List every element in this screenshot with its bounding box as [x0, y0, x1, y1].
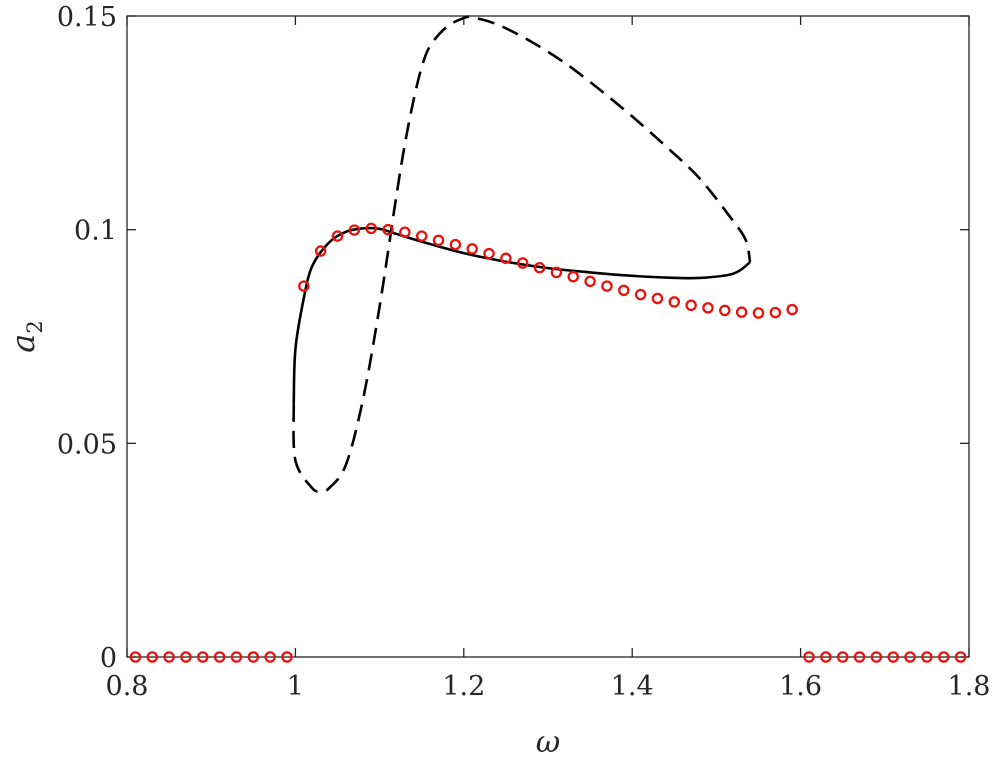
- x-tick-label: 1.6: [779, 671, 822, 702]
- data-point-marker: [954, 651, 967, 663]
- x-tick-label: 1: [287, 671, 304, 702]
- data-point-marker: [466, 243, 478, 255]
- y-tick-label: 0.1: [74, 216, 117, 247]
- data-point-marker: [348, 224, 361, 236]
- data-point-marker: [937, 651, 950, 663]
- data-point-marker: [399, 226, 411, 238]
- data-point-marker: [769, 306, 782, 319]
- data-point-marker: [550, 266, 563, 279]
- x-tick-label: 1.4: [611, 671, 654, 702]
- y-tick-label: 0: [100, 643, 117, 674]
- unstable-branch-dashed-line: [292, 15, 752, 493]
- data-point-marker: [533, 261, 546, 274]
- data-point-marker: [163, 651, 175, 663]
- data-point-marker: [197, 651, 209, 663]
- data-point-marker: [651, 292, 664, 305]
- data-point-marker: [247, 651, 260, 663]
- axes: [126, 15, 970, 658]
- y-axis-label-main: a: [4, 334, 42, 353]
- data-point-marker: [432, 234, 445, 247]
- y-axis-label: a2: [4, 320, 47, 352]
- data-point-marker: [668, 296, 681, 308]
- axes-box: [126, 15, 970, 658]
- y-axis-label-subscript: 2: [23, 320, 47, 333]
- data-point-marker: [382, 223, 394, 236]
- data-point-marker: [735, 306, 748, 318]
- y-tick-label: 0.15: [57, 2, 117, 33]
- data-point-marker: [516, 257, 529, 269]
- data-point-marker: [921, 651, 933, 663]
- x-axis-label: ω: [536, 725, 560, 760]
- data-point-marker: [853, 651, 866, 663]
- data-point-marker: [180, 651, 192, 663]
- data-point-marker: [365, 222, 377, 235]
- data-point-marker: [803, 651, 815, 663]
- data-point-marker: [331, 230, 344, 242]
- x-tick-label: 1.2: [442, 671, 485, 702]
- data-point-marker: [146, 651, 159, 663]
- data-point-marker: [601, 280, 613, 292]
- data-point-marker: [213, 651, 226, 663]
- data-point-marker: [618, 284, 630, 297]
- data-point-marker: [702, 302, 714, 314]
- data-point-marker: [230, 651, 243, 663]
- data-point-marker: [415, 230, 428, 242]
- data-point-marker: [634, 288, 647, 301]
- data-point-marker: [870, 651, 883, 663]
- data-point-marker: [584, 275, 596, 288]
- data-point-marker: [483, 247, 495, 260]
- data-point-marker: [449, 238, 462, 251]
- data-point-marker: [786, 303, 798, 316]
- data-point-marker: [298, 280, 310, 292]
- data-point-marker: [129, 651, 142, 663]
- data-point-marker: [314, 245, 327, 257]
- data-point-marker: [820, 651, 832, 663]
- data-point-marker: [500, 252, 512, 265]
- data-point-marker: [752, 307, 765, 319]
- data-point-marker: [685, 299, 697, 312]
- data-point-marker: [836, 651, 849, 663]
- y-tick-label: 0.05: [57, 429, 117, 460]
- data-point-marker: [719, 304, 731, 317]
- labels: 0.8 1 1.2 1.4 1.6 1.8 0 0.05 0.1 0.15 ω a2: [4, 2, 990, 760]
- data-point-marker: [904, 651, 916, 663]
- data-point-marker: [281, 651, 293, 663]
- x-tick-label: 1.8: [948, 671, 991, 702]
- data-point-marker: [567, 270, 580, 283]
- data-point-marker: [264, 651, 276, 663]
- x-tick-label: 0.8: [106, 671, 149, 702]
- markers: [129, 222, 967, 663]
- data-point-marker: [887, 651, 899, 663]
